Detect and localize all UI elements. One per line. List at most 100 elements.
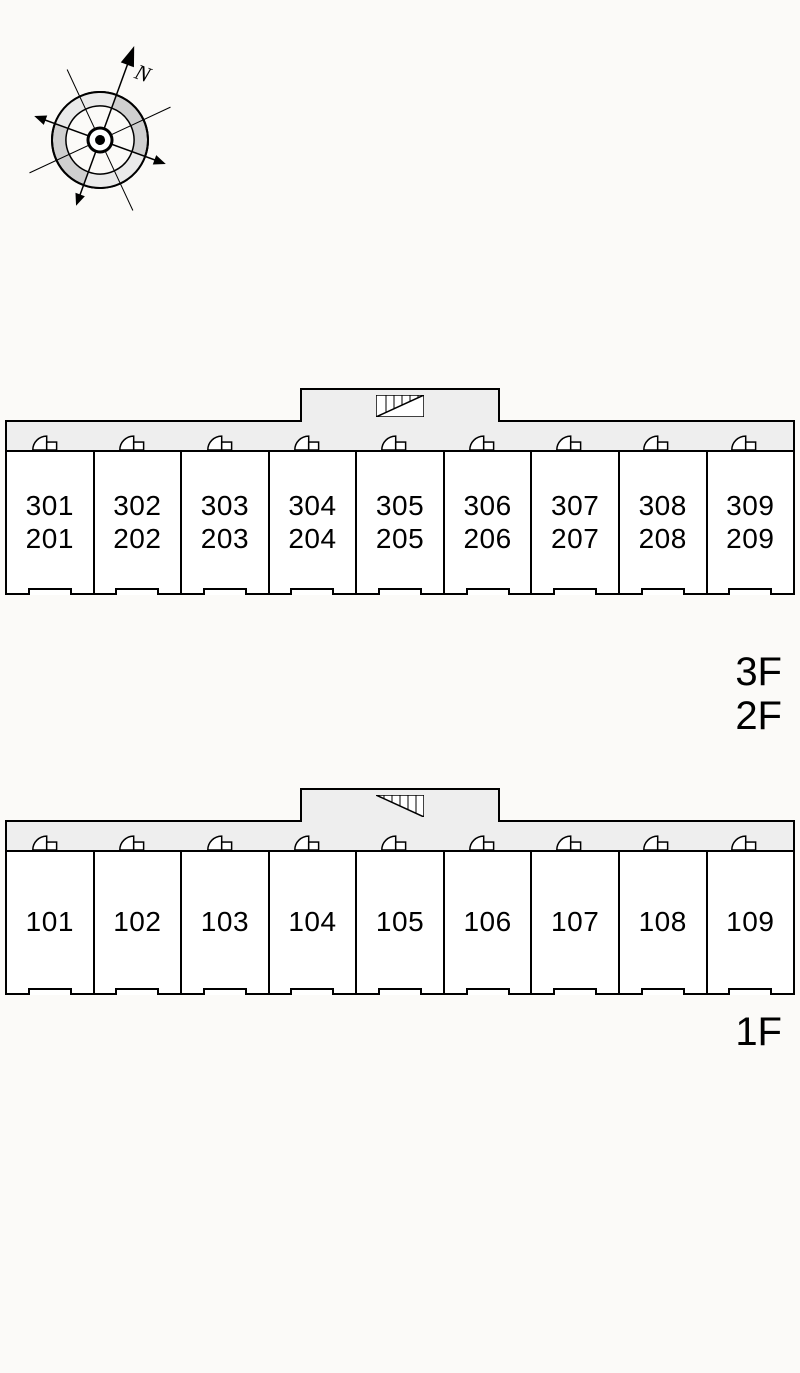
door-icon — [706, 432, 793, 450]
door-icon — [618, 432, 705, 450]
door-icon — [269, 432, 356, 450]
unit-number: 109 — [726, 906, 774, 938]
door-icon — [618, 832, 705, 850]
unit-cell: 102 — [93, 850, 181, 995]
unit-cell: 108 — [618, 850, 706, 995]
unit-number: 309 — [726, 490, 774, 522]
window-icon — [641, 588, 685, 595]
window-icon — [378, 988, 422, 995]
stair-icon — [376, 395, 424, 417]
unit-cell: 305205 — [355, 450, 443, 595]
door-icon — [356, 432, 443, 450]
unit-number: 206 — [463, 523, 511, 555]
unit-number: 108 — [639, 906, 687, 938]
window-icon — [466, 588, 510, 595]
unit-number: 101 — [26, 906, 74, 938]
window-icon — [203, 988, 247, 995]
door-icon — [706, 832, 793, 850]
unit-number: 305 — [376, 490, 424, 522]
floor-label-text: 1F — [735, 1010, 782, 1054]
unit-number: 306 — [463, 490, 511, 522]
unit-cell: 304204 — [268, 450, 356, 595]
compass-rose: N — [20, 20, 180, 225]
units-row-lower: 101 102 103 104 105 106 107 108 109 — [5, 850, 795, 995]
window-icon — [553, 588, 597, 595]
unit-number: 304 — [288, 490, 336, 522]
window-icon — [115, 988, 159, 995]
door-icon — [182, 832, 269, 850]
unit-number: 308 — [639, 490, 687, 522]
window-icon — [28, 588, 72, 595]
door-icon — [444, 432, 531, 450]
unit-number: 201 — [26, 523, 74, 555]
unit-number: 209 — [726, 523, 774, 555]
corridor-upper — [5, 420, 795, 450]
unit-cell: 101 — [5, 850, 93, 995]
window-icon — [728, 988, 772, 995]
unit-number: 105 — [376, 906, 424, 938]
door-row-upper — [7, 432, 793, 450]
unit-cell: 307207 — [530, 450, 618, 595]
unit-number: 107 — [551, 906, 599, 938]
floor-label-upper: 3F 2F — [735, 650, 782, 738]
door-icon — [531, 832, 618, 850]
door-icon — [269, 832, 356, 850]
unit-number: 208 — [639, 523, 687, 555]
unit-number: 205 — [376, 523, 424, 555]
unit-number: 307 — [551, 490, 599, 522]
unit-number: 302 — [113, 490, 161, 522]
floor-label-text: 3F — [735, 650, 782, 694]
unit-number: 202 — [113, 523, 161, 555]
unit-cell: 105 — [355, 850, 443, 995]
stairwell-lower — [300, 788, 500, 822]
unit-number: 104 — [288, 906, 336, 938]
unit-number: 204 — [288, 523, 336, 555]
north-label: N — [131, 59, 156, 88]
window-icon — [378, 588, 422, 595]
window-icon — [290, 988, 334, 995]
door-icon — [7, 432, 94, 450]
window-icon — [466, 988, 510, 995]
door-icon — [7, 832, 94, 850]
unit-cell: 303203 — [180, 450, 268, 595]
unit-cell: 301201 — [5, 450, 93, 595]
window-icon — [115, 588, 159, 595]
door-icon — [356, 832, 443, 850]
unit-cell: 306206 — [443, 450, 531, 595]
window-icon — [290, 588, 334, 595]
door-icon — [94, 432, 181, 450]
door-icon — [444, 832, 531, 850]
floor-label-lower: 1F — [735, 1010, 782, 1054]
unit-cell: 309209 — [706, 450, 796, 595]
window-icon — [28, 988, 72, 995]
window-icon — [641, 988, 685, 995]
door-icon — [531, 432, 618, 450]
unit-number: 103 — [201, 906, 249, 938]
window-icon — [203, 588, 247, 595]
window-icon — [553, 988, 597, 995]
door-icon — [182, 432, 269, 450]
unit-number: 106 — [463, 906, 511, 938]
unit-number: 207 — [551, 523, 599, 555]
unit-cell: 308208 — [618, 450, 706, 595]
door-icon — [94, 832, 181, 850]
unit-cell: 109 — [706, 850, 796, 995]
stairwell-upper — [300, 388, 500, 422]
unit-number: 301 — [26, 490, 74, 522]
unit-cell: 104 — [268, 850, 356, 995]
stair-icon — [376, 795, 424, 817]
unit-cell: 103 — [180, 850, 268, 995]
unit-cell: 106 — [443, 850, 531, 995]
unit-cell: 302202 — [93, 450, 181, 595]
units-row-upper: 301201 302202 303203 304204 305205 30620… — [5, 450, 795, 595]
unit-number: 303 — [201, 490, 249, 522]
unit-number: 102 — [113, 906, 161, 938]
window-icon — [728, 588, 772, 595]
door-row-lower — [7, 832, 793, 850]
unit-number: 203 — [201, 523, 249, 555]
corridor-lower — [5, 820, 795, 850]
unit-cell: 107 — [530, 850, 618, 995]
floor-label-text: 2F — [735, 694, 782, 738]
floor-block-lower: 101 102 103 104 105 106 107 108 109 — [0, 820, 800, 995]
floor-block-upper: 301201 302202 303203 304204 305205 30620… — [0, 420, 800, 595]
